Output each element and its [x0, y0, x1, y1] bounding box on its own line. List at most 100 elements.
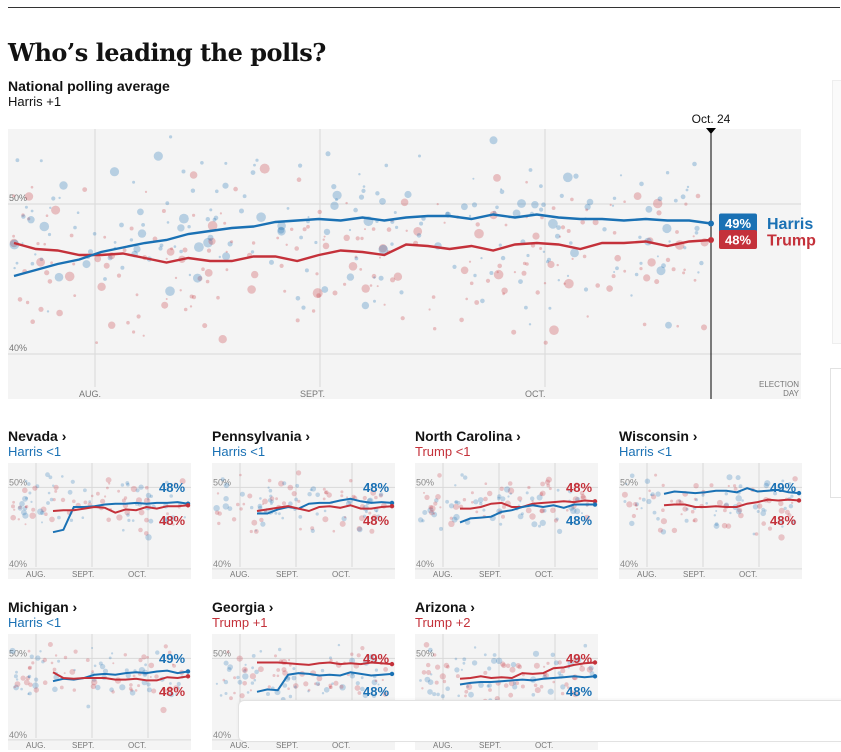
x-tick-label: OCT.: [535, 570, 553, 579]
poll-dot: [354, 255, 358, 259]
poll-dot: [585, 208, 589, 212]
poll-dot: [38, 306, 44, 312]
state-link-north-carolina[interactable]: North Carolina ›: [415, 428, 521, 444]
plot-background: [212, 463, 395, 579]
poll-dot: [236, 502, 240, 507]
poll-dot: [148, 662, 155, 669]
poll-dot: [22, 487, 28, 494]
poll-dot: [288, 501, 293, 506]
poll-dot: [212, 217, 217, 222]
poll-dot: [528, 323, 532, 326]
state-link-pennsylvania[interactable]: Pennsylvania ›: [212, 428, 311, 444]
poll-dot: [455, 674, 460, 679]
poll-dot: [726, 474, 733, 481]
poll-dot: [543, 282, 547, 285]
poll-dot: [15, 261, 19, 265]
poll-dot: [428, 505, 434, 510]
poll-dot: [695, 193, 701, 199]
poll-dot: [626, 501, 633, 508]
poll-dot: [466, 685, 470, 688]
poll-dot: [357, 526, 363, 533]
poll-dot: [51, 196, 56, 201]
poll-dot: [529, 513, 536, 520]
poll-dot: [733, 484, 737, 488]
poll-dot: [54, 272, 64, 282]
poll-dot: [276, 674, 280, 678]
series-end-dot: [389, 671, 395, 677]
poll-dot: [132, 674, 136, 678]
poll-dot: [129, 226, 134, 231]
state-link-michigan[interactable]: Michigan ›: [8, 599, 78, 615]
poll-dot: [17, 297, 23, 302]
poll-dot: [540, 215, 544, 220]
poll-dot: [530, 496, 535, 501]
poll-dot: [21, 509, 27, 516]
poll-dot: [557, 660, 562, 665]
poll-dot: [471, 202, 478, 208]
poll-dot: [207, 234, 214, 241]
poll-dot: [103, 277, 107, 281]
poll-dot: [15, 158, 20, 163]
state-link-georgia[interactable]: Georgia ›: [212, 599, 274, 615]
poll-dot: [560, 225, 566, 230]
poll-dot: [524, 305, 528, 310]
poll-dot: [508, 692, 514, 698]
poll-dot: [433, 501, 438, 506]
poll-dot: [47, 232, 52, 237]
poll-dot: [442, 679, 447, 684]
poll-dot: [153, 151, 163, 161]
poll-dot: [233, 186, 238, 192]
y-tick-label: 50%: [9, 193, 27, 203]
poll-dot: [222, 252, 231, 261]
poll-dot: [250, 170, 256, 176]
poll-dot: [473, 273, 477, 278]
poll-dot: [267, 685, 271, 689]
poll-dot: [34, 677, 39, 682]
poll-dot: [694, 231, 699, 235]
poll-dot: [283, 289, 287, 293]
poll-dot: [697, 271, 700, 274]
poll-dot: [440, 694, 445, 699]
poll-dot: [189, 294, 194, 299]
state-chart-michigan: AUG. SEPT. OCT. 50% 40% 49% 48%: [8, 634, 191, 750]
poll-dot: [791, 519, 797, 525]
state-link-nevada[interactable]: Nevada ›: [8, 428, 67, 444]
poll-dot: [431, 295, 436, 299]
poll-dot: [53, 674, 59, 681]
poll-dot: [108, 482, 111, 485]
poll-dot: [779, 519, 784, 524]
state-lead-pennsylvania: Harris <1: [212, 444, 266, 459]
poll-dot: [197, 276, 203, 281]
poll-dot: [315, 492, 320, 498]
poll-dot: [421, 519, 425, 523]
poll-dot: [131, 519, 135, 522]
poll-dot: [97, 282, 106, 291]
state-chart-north-carolina: AUG. SEPT. OCT. 50% 40% 48% 48%: [415, 463, 598, 579]
poll-dot: [88, 249, 93, 255]
poll-dot: [701, 324, 707, 331]
poll-dot: [790, 494, 794, 498]
poll-dot: [436, 692, 440, 697]
poll-dot: [656, 266, 666, 276]
poll-dot: [550, 507, 556, 514]
poll-dot: [752, 504, 759, 510]
poll-dot: [557, 528, 563, 534]
state-link-wisconsin[interactable]: Wisconsin ›: [619, 428, 698, 444]
poll-dot: [52, 667, 57, 672]
harris-average-line: [13, 213, 712, 278]
poll-dot: [383, 667, 388, 672]
poll-dot: [621, 491, 628, 498]
poll-dot: [14, 681, 21, 687]
poll-dot: [553, 660, 559, 666]
poll-dot: [267, 478, 272, 483]
state-link-arizona[interactable]: Arizona ›: [415, 599, 475, 615]
poll-dot: [203, 237, 213, 248]
poll-dot: [661, 508, 665, 512]
series-value-label: 48%: [159, 513, 185, 528]
x-tick-label: SEPT.: [683, 570, 705, 579]
poll-dot: [12, 234, 16, 238]
series-value-label: 49%: [725, 216, 751, 231]
poll-dot: [121, 498, 126, 503]
poll-dot: [243, 669, 247, 673]
poll-dot: [9, 239, 20, 250]
